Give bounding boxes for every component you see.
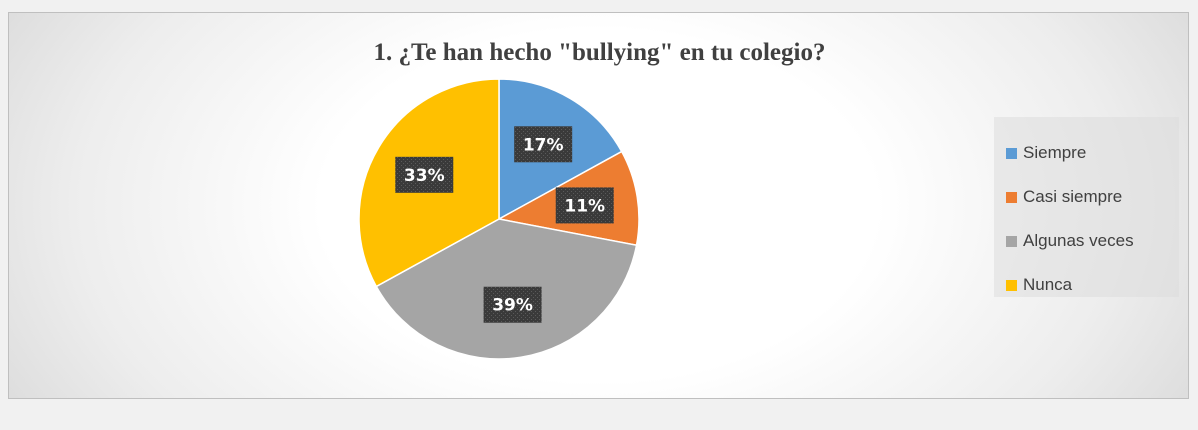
legend-label-siempre: Siempre	[1023, 143, 1087, 162]
legend-item-nunca: Nunca	[994, 263, 1179, 307]
chart-area: 1. ¿Te han hecho "bullying" en tu colegi…	[8, 12, 1189, 399]
legend-item-algunas-veces: Algunas veces	[994, 219, 1179, 263]
chart-title: 1. ¿Te han hecho "bullying" en tu colegi…	[373, 39, 826, 66]
data-label-text: 11%	[564, 196, 605, 216]
legend: Siempre Casi siempre Algunas veces Nunca	[994, 117, 1179, 297]
legend-item-casi-siempre: Casi siempre	[994, 175, 1179, 219]
pie-data-labels: 17% 11% 39% 33%	[395, 126, 614, 323]
legend-swatch-algunas-veces	[1006, 235, 1017, 247]
data-label-text: 17%	[523, 135, 564, 155]
legend-swatch-nunca	[1006, 279, 1017, 291]
data-label-box	[395, 156, 454, 193]
data-label-box	[555, 187, 614, 224]
data-label-nunca: 33%	[395, 156, 454, 193]
legend-swatch-casi-siempre	[1006, 191, 1017, 203]
legend-item-siempre: Siempre	[994, 131, 1179, 175]
legend-label-nunca: Nunca	[1023, 275, 1073, 294]
data-label-text: 39%	[492, 296, 533, 316]
data-label-casi-siempre: 11%	[555, 187, 614, 224]
legend-label-algunas-veces: Algunas veces	[1023, 231, 1134, 250]
data-label-siempre: 17%	[514, 126, 573, 163]
data-label-box	[514, 126, 573, 163]
legend-label-casi-siempre: Casi siempre	[1023, 187, 1123, 206]
data-label-text: 33%	[404, 166, 445, 186]
legend-swatch-siempre	[1006, 147, 1017, 159]
data-label-box	[483, 286, 542, 323]
data-label-algunas-veces: 39%	[483, 286, 542, 323]
pie-chart: 17% 11% 39% 33%	[358, 78, 640, 360]
